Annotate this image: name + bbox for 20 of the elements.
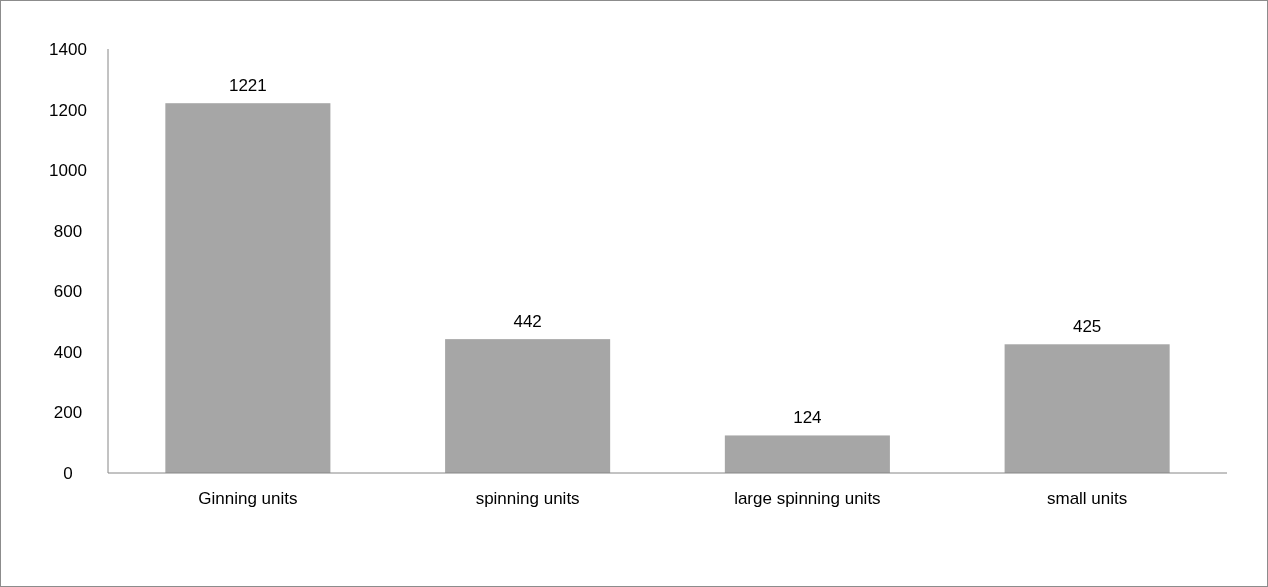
bar	[1004, 344, 1170, 473]
y-tick-label: 200	[53, 403, 83, 423]
bar	[445, 339, 611, 473]
y-tick-label: 1200	[49, 100, 87, 120]
y-tick-label: 0	[63, 463, 73, 483]
bar	[724, 435, 890, 473]
x-tick-label: large spinning units	[734, 489, 881, 508]
x-tick-label: spinning units	[475, 489, 580, 508]
y-tick-label: 400	[53, 342, 83, 362]
data-label: 425	[1072, 317, 1102, 337]
bar	[165, 103, 331, 473]
x-tick-label: small units	[1046, 489, 1128, 508]
data-label: 442	[513, 312, 542, 332]
y-tick-label: 600	[53, 282, 83, 302]
y-tick-label: 1400	[49, 39, 87, 59]
data-label: 124	[793, 408, 822, 428]
data-label: 1221	[228, 76, 267, 96]
y-tick-label: 800	[53, 221, 83, 241]
y-tick-label: 1000	[49, 161, 87, 181]
x-tick-label: Ginning units	[198, 489, 298, 508]
